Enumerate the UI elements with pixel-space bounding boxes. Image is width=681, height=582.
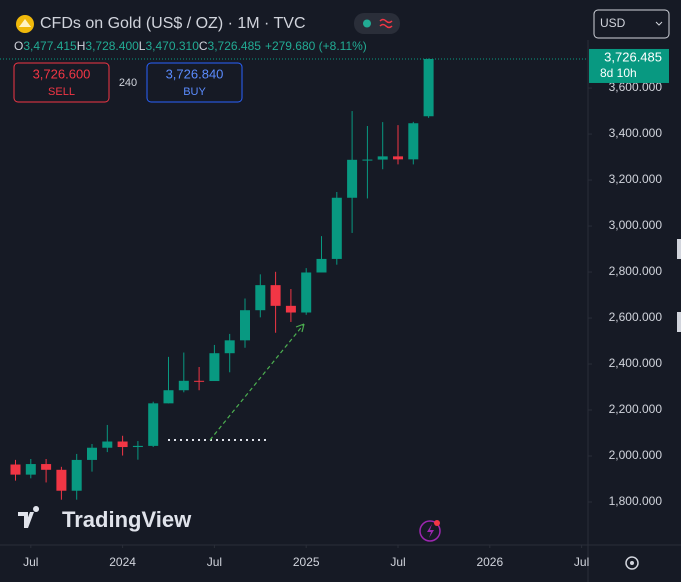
buy-button[interactable] [146,62,243,103]
arrow-annotation [209,323,305,441]
candle-body [87,447,97,460]
symbol-icon-glyph [19,19,31,27]
buy-price[interactable]: 3,726.840 [166,66,224,81]
ohlc-change: +279.680 (+8.11%) [265,39,367,53]
x-tick-label: Jul [23,555,38,569]
dropdown-arrow[interactable] [655,21,663,26]
settings-icon-center[interactable] [630,561,634,565]
candle-body [224,340,235,354]
sell-button[interactable] [13,62,110,103]
last-price-label: 3,726.485 [604,49,662,64]
currency-select[interactable] [593,9,670,39]
x-tick-label: 2026 [476,555,503,569]
candle-body [56,469,67,491]
candle-body [117,441,128,448]
status-dot [363,19,371,28]
candle-body [331,197,342,259]
ohlc-value: 3,470.310 [145,39,199,53]
candle-body [71,459,82,491]
sell-label[interactable]: SELL [48,86,75,98]
ohlc-legend: O3,477.415H3,728.400L3,470.310C3,726.485… [14,39,367,53]
edge-handle [677,239,681,259]
arrow-head [295,323,305,333]
candle-body [41,464,52,470]
candle-body [408,123,419,160]
x-tick-label: 2024 [109,555,136,569]
candle-body [194,380,205,382]
candle-body [178,380,189,391]
y-tick-label: 2,400.000 [609,356,663,370]
edge-handle [677,312,681,332]
y-tick-label: 3,400.000 [609,126,663,140]
ohlc-key: C [199,39,208,53]
event-icon[interactable] [419,520,441,542]
y-tick-label: 3,000.000 [609,218,663,232]
candle-body [301,272,312,313]
chart-title: CFDs on Gold (US$ / OZ) · 1M · TVC [40,15,306,32]
x-tick-label: 2025 [293,555,320,569]
candle-body [209,353,220,382]
ohlc-value: 3,477.415 [23,39,77,53]
y-tick-label: 1,800.000 [609,494,663,508]
candle-body [347,159,358,198]
candle-body [240,310,250,341]
candle-body [270,285,281,306]
candle-body [316,258,327,273]
ohlc-key: O [14,39,23,53]
x-tick-label: Jul [390,555,405,569]
status-icon [379,18,393,29]
sell-price[interactable]: 3,726.600 [33,66,91,81]
candle-body [377,156,388,160]
buy-label[interactable]: BUY [183,86,206,98]
ohlc-value: 3,726.485 [208,39,262,53]
settings-icon[interactable] [625,556,639,570]
watermark-logo [18,506,40,528]
currency-label[interactable]: USD [600,16,626,30]
ohlc-key: H [77,39,86,53]
x-tick-label: Jul [207,555,222,569]
y-tick-label: 2,800.000 [609,264,663,278]
candle-body [362,159,373,161]
y-tick-label: 2,000.000 [609,448,663,462]
candle-body [255,285,266,311]
countdown-label: 8d 10h [600,66,637,80]
candle-body [393,156,403,160]
candle-body [10,464,21,475]
last-price-box [589,48,669,83]
x-tick-label: Jul [574,555,589,569]
y-tick-label: 3,200.000 [609,172,663,186]
event-dot[interactable] [434,520,440,526]
event-icon-glyph[interactable] [427,524,434,538]
candle-body [102,441,113,448]
spread: 240 [119,77,137,89]
candle-body [285,305,296,313]
y-tick-label: 2,200.000 [609,402,663,416]
watermark: TradingView [62,507,192,532]
ohlc-value: 3,728.400 [85,39,139,53]
y-tick-label: 3,600.000 [609,80,663,94]
y-tick-label: 2,600.000 [609,310,663,324]
candle-body [148,403,159,446]
candle-body [163,390,174,404]
status-badge [354,13,400,34]
candle-body [132,445,143,448]
candle-body [423,58,434,117]
ohlc-key: L [139,39,146,53]
candle-body [25,464,36,475]
candles [10,58,434,500]
